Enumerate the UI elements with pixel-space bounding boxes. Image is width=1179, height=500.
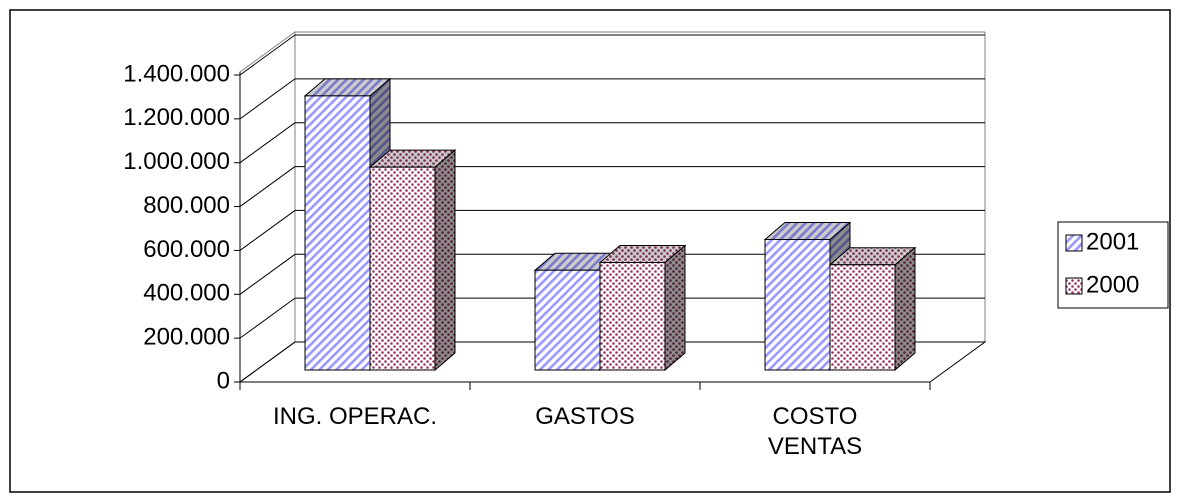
legend-swatch xyxy=(1065,234,1083,252)
x-tick-label: GASTOS xyxy=(535,403,635,430)
bar-front xyxy=(534,269,601,371)
bar-top-shade xyxy=(765,222,850,240)
bar xyxy=(368,149,457,372)
bar-top-shade xyxy=(830,247,915,265)
legend-label: 2001 xyxy=(1086,228,1139,255)
x-tick-label: COSTO VENTAS xyxy=(767,403,863,460)
bar-front xyxy=(369,166,436,371)
grid-line xyxy=(239,341,296,383)
bar xyxy=(828,246,917,372)
grid-line xyxy=(239,122,296,164)
bar-side-shade xyxy=(665,245,685,370)
y-tick-label: 1.000.000 xyxy=(123,148,230,175)
bar xyxy=(598,244,687,372)
grid-line xyxy=(239,297,296,339)
y-tick-label: 200.000 xyxy=(143,323,230,350)
y-tick-label: 1.400.000 xyxy=(123,60,230,87)
bar-top-shade xyxy=(305,78,390,96)
legend-swatch xyxy=(1065,277,1083,295)
y-tick-label: 1.200.000 xyxy=(123,104,230,131)
bar-side-shade xyxy=(435,150,455,370)
grid-line xyxy=(239,34,296,76)
grid-line xyxy=(239,210,296,251)
bar-top-shade xyxy=(600,245,685,263)
grid-line xyxy=(239,166,296,207)
grid-line xyxy=(239,78,296,120)
bar-front xyxy=(829,264,896,371)
legend-label: 2000 xyxy=(1086,271,1139,298)
y-tick-label: 0 xyxy=(217,367,230,394)
grid-line xyxy=(239,253,296,295)
bar-front xyxy=(764,239,831,371)
y-tick-label: 800.000 xyxy=(143,192,230,219)
bar-front xyxy=(304,95,371,371)
bar-top-shade xyxy=(535,253,620,271)
y-tick-label: 600.000 xyxy=(143,236,230,263)
bar-top-shade xyxy=(370,150,455,168)
y-tick-label: 400.000 xyxy=(143,280,230,307)
x-tick-label: ING. OPERAC. xyxy=(272,403,438,430)
bar-side-shade xyxy=(895,247,915,370)
bar-front xyxy=(599,262,666,371)
